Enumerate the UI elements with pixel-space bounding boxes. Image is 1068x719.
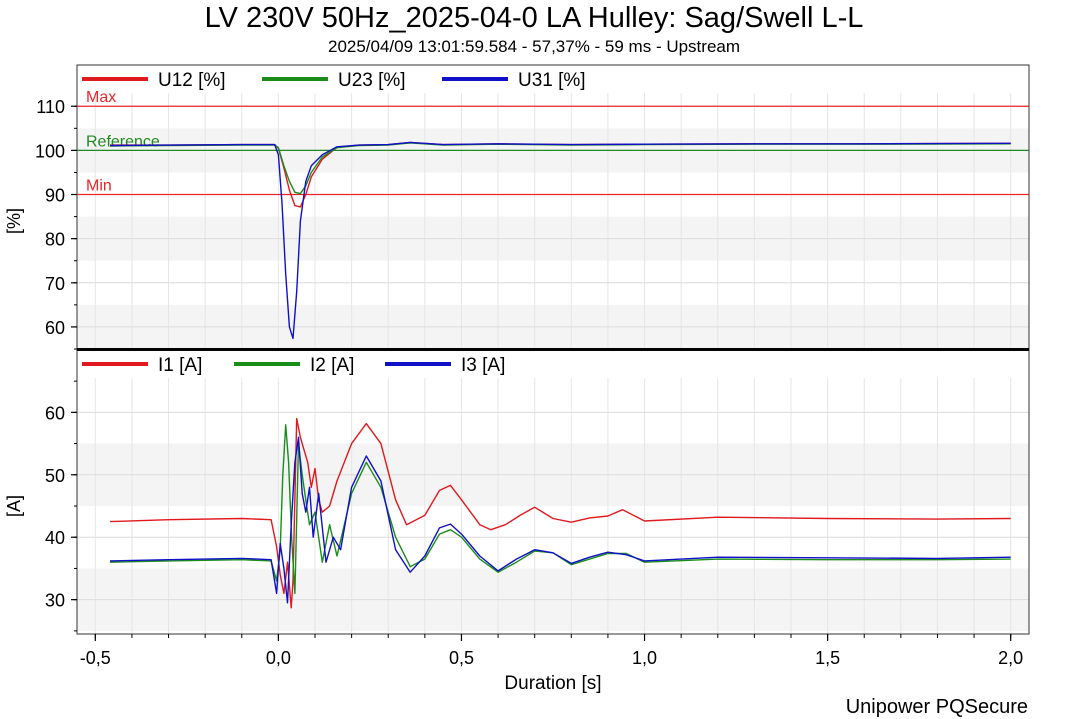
current-series-3-line [109,436,1011,604]
voltage-ytick-label: 100 [35,141,65,161]
x-tick-label: 1,0 [632,648,657,668]
voltage-ytick-label: 80 [45,230,65,250]
voltage-panel: 60 70 80 90 100 110 [%] Max Reference Min U12 [%] U… [4,64,1030,350]
current-series-2-line [109,424,1011,595]
x-tick-label: -0,5 [80,648,111,668]
voltage-ytick-label: 70 [45,274,65,294]
voltage-series-3-line [109,141,1011,340]
current-ytick-label: 30 [45,591,65,611]
voltage-ytick-label: 110 [36,97,65,117]
current-y-axis-label: [A] [4,495,24,517]
x-tick-label: 1,5 [815,648,840,668]
current-legend-label: I3 [A] [461,355,505,376]
voltage-legend-label: U23 [%] [338,70,406,91]
voltage-legend-label: U12 [%] [158,70,226,91]
current-series-1-line [109,417,1011,609]
plot-panels: 60 70 80 90 100 110 [%] Max Reference Min U12 [%] U… [4,64,1030,668]
x-tick-label: 2,0 [998,648,1023,668]
current-ytick-label: 60 [45,403,65,423]
x-axis-label: Duration [s] [504,673,601,694]
voltage-ytick-label: 60 [45,318,65,338]
chart-subtitle: 2025/04/09 13:01:59.584 - 57,37% - 59 ms… [328,37,740,56]
voltage-legend-label: U31 [%] [518,70,586,91]
voltage-y-axis-label: [%] [4,208,24,234]
x-tick-label: 0,0 [266,648,291,668]
voltage-ytick-label: 90 [45,186,65,206]
voltage-ref-label-min: Min [86,178,112,195]
current-legend-label: I1 [A] [158,355,202,376]
voltage-ref-label-max: Max [86,89,116,106]
footer-brand: Unipower PQSecure [846,696,1028,718]
x-tick-label: 0,5 [449,648,474,668]
current-ytick-label: 40 [45,528,65,548]
chart-title: LV 230V 50Hz_2025-04-0 LA Hulley: Sag/Sw… [205,2,864,34]
voltage-ref-label-reference: Reference [86,133,160,150]
current-ytick-label: 50 [45,466,65,486]
current-legend-label: I2 [A] [310,355,354,376]
current-panel: 30 40 50 60 [A] I1 [A] I2 [A] I3 [A] [4,349,1030,635]
